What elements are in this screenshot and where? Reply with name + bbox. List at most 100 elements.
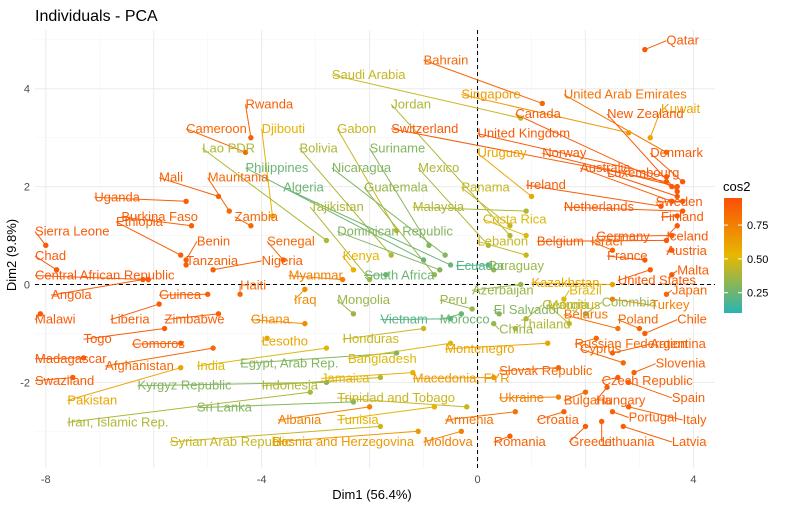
point-label: Central African Republic <box>35 268 175 283</box>
data-point <box>458 311 465 317</box>
data-point <box>70 374 76 381</box>
point-label: Morocco <box>440 312 490 327</box>
data-point <box>512 325 519 332</box>
data-point <box>496 311 502 317</box>
label-connector <box>240 352 397 365</box>
label-connector <box>515 113 673 188</box>
point-label: Uganda <box>94 189 140 204</box>
point-label: Honduras <box>343 331 400 346</box>
point-label: Bulgaria <box>564 392 612 407</box>
point-label: Canada <box>515 106 561 121</box>
label-connector <box>574 337 597 345</box>
point-label: Colombia <box>602 295 658 310</box>
point-label: Latvia <box>672 434 707 449</box>
label-connector <box>342 255 354 271</box>
point-label: Rwanda <box>245 96 293 111</box>
data-point <box>442 252 448 258</box>
data-point <box>464 404 470 410</box>
data-point <box>674 213 680 219</box>
data-point <box>669 247 675 253</box>
label-connector <box>628 381 672 399</box>
point-label: Mali <box>159 170 183 185</box>
data-point <box>210 267 216 273</box>
label-connector <box>531 282 613 285</box>
label-connector <box>331 167 446 256</box>
label-connector <box>563 391 586 401</box>
data-point <box>582 311 589 317</box>
label-connector <box>536 411 565 421</box>
label-connector-lines <box>34 40 683 443</box>
data-point <box>307 389 313 395</box>
label-connector <box>158 177 219 197</box>
label-connector <box>266 241 284 261</box>
label-connector <box>234 216 252 227</box>
y-axis-title: Dim2 (9.8%) <box>4 219 19 291</box>
label-connector <box>542 152 678 188</box>
data-point <box>609 409 616 415</box>
point-label: Madagascar <box>35 351 107 366</box>
label-connector <box>369 148 430 246</box>
point-label: Kuwait <box>661 101 700 116</box>
point-label: Suriname <box>370 140 426 155</box>
data-point <box>669 271 675 278</box>
data-point <box>544 340 551 346</box>
y-tick-label: 0 <box>24 279 30 291</box>
label-connector <box>412 206 527 212</box>
point-label: United Kingdom <box>478 126 571 141</box>
point-label: Jamaica <box>321 370 370 385</box>
point-label: Singapore <box>461 87 520 102</box>
point-label: Ghana <box>251 312 291 327</box>
point-label: Slovak Republic <box>499 363 593 378</box>
point-label: Kyrgyz Republic <box>138 378 232 393</box>
label-connector <box>288 275 343 281</box>
label-connector <box>380 318 451 321</box>
data-point <box>431 271 438 278</box>
data-point <box>140 276 146 283</box>
legend-tick-label: 0.25 <box>747 288 768 300</box>
point-label: Senegal <box>267 233 315 248</box>
data-point <box>625 404 632 410</box>
label-connector <box>67 391 311 423</box>
label-connector <box>579 348 624 364</box>
point-label: Australia <box>580 160 631 175</box>
label-connector <box>337 397 467 408</box>
label-connector <box>595 386 608 401</box>
label-connector <box>34 231 47 246</box>
color-legend: cos2 0.75 0.50 0.25 <box>723 179 768 313</box>
data-point <box>53 267 60 273</box>
point-label: Moldova <box>424 434 474 449</box>
data-point <box>620 423 626 430</box>
point-label: Greece <box>569 434 612 449</box>
label-connector <box>461 187 511 227</box>
data-point <box>507 232 513 239</box>
legend-tick-label: 0.50 <box>747 254 768 266</box>
data-point <box>609 247 616 253</box>
label-connector <box>331 74 521 119</box>
data-point <box>625 379 632 386</box>
point-label: Benin <box>197 233 230 248</box>
label-connector <box>213 260 262 271</box>
data-point <box>647 267 653 273</box>
label-connector <box>417 167 489 246</box>
data-point <box>302 286 308 293</box>
data-point <box>491 320 497 327</box>
data-point <box>555 364 562 371</box>
chart-title: Individuals - PCA <box>35 8 158 25</box>
label-connector <box>601 376 618 382</box>
label-connector <box>590 240 613 251</box>
data-point <box>323 379 330 386</box>
point-label: Tanzania <box>186 253 239 268</box>
data-point <box>609 296 616 302</box>
data-point <box>204 291 211 297</box>
label-connector <box>563 206 683 212</box>
point-label: Denmark <box>650 145 703 160</box>
y-axis-ticks: -2 0 2 4 <box>20 84 30 390</box>
reference-lines <box>35 30 715 468</box>
data-point <box>426 242 432 249</box>
point-label: Indonesia <box>262 378 319 393</box>
point-label: Bolivia <box>299 140 338 155</box>
legend-ticks: 0.75 0.50 0.25 <box>724 220 768 300</box>
label-connector <box>159 293 208 296</box>
data-point <box>566 320 572 327</box>
point-label: Georgia <box>542 297 589 312</box>
